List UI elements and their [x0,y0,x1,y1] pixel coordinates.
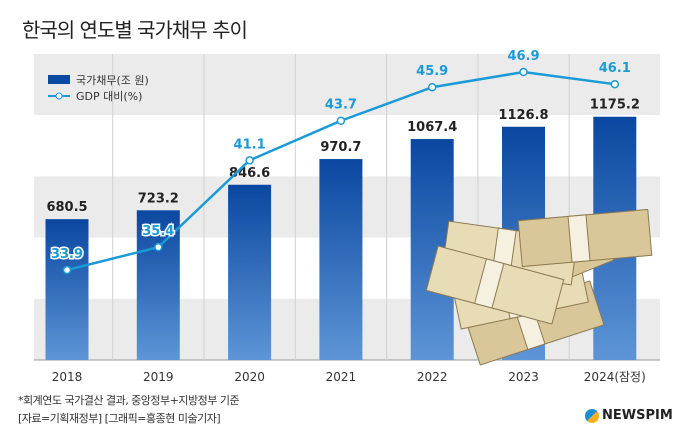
gdp-label: 41.1 [234,137,266,152]
legend-bar-label: 국가채무(조 원) [76,74,149,87]
gdp-point [610,79,620,89]
gdp-label: 43.7 [325,98,357,113]
x-tick-label: 2024(잠정) [584,370,646,384]
gdp-point [245,156,254,165]
bar-2021 [319,159,363,360]
gdp-label: 35.4 [142,224,174,239]
x-tick-label: 2022 [417,370,448,384]
gdp-label: 46.9 [507,49,539,64]
bar-2018 [45,219,89,360]
money-illustration [425,208,653,366]
gdp-point [427,82,437,92]
bar-label: 1067.4 [407,120,457,135]
gdp-label: 33.9 [51,247,83,262]
logo-text: NEWSPIM [602,408,673,423]
grid-band [34,54,660,116]
bar-label: 680.5 [46,200,87,215]
legend-line-marker [55,92,63,100]
gdp-point [62,265,72,275]
source-note: [자료=기획재정부] [그래픽=홍종현 미술기자] [18,412,221,425]
legend-bar-swatch [48,75,70,84]
newspim-logo: NEWSPIM [585,408,673,423]
bar-label: 1175.2 [590,98,640,113]
x-tick-label: 2023 [508,370,539,384]
gdp-point [154,242,163,252]
bar-2020 [228,184,272,360]
bill-band [567,214,591,263]
logo-icon [585,408,599,423]
x-tick-label: 2018 [52,370,83,384]
gdp-label: 45.9 [416,64,448,79]
gdp-point [519,67,528,77]
x-tick-label: 2021 [326,370,357,384]
x-tick-label: 2019 [143,370,174,384]
bill-band [473,258,505,309]
chart-title: 한국의 연도별 국가채무 추이 [22,18,248,42]
footnote: *회계연도 국가결산 결과, 중앙정부+지방정부 기준 [18,394,240,407]
gdp-label: 46.1 [599,61,631,76]
legend-line-label: GDP 대비(%) [76,90,142,103]
bar-label: 1126.8 [498,108,548,123]
x-tick-label: 2020 [234,370,265,384]
bar-label: 723.2 [138,191,179,206]
gdp-point [336,116,346,125]
bar-label: 970.7 [320,140,361,155]
